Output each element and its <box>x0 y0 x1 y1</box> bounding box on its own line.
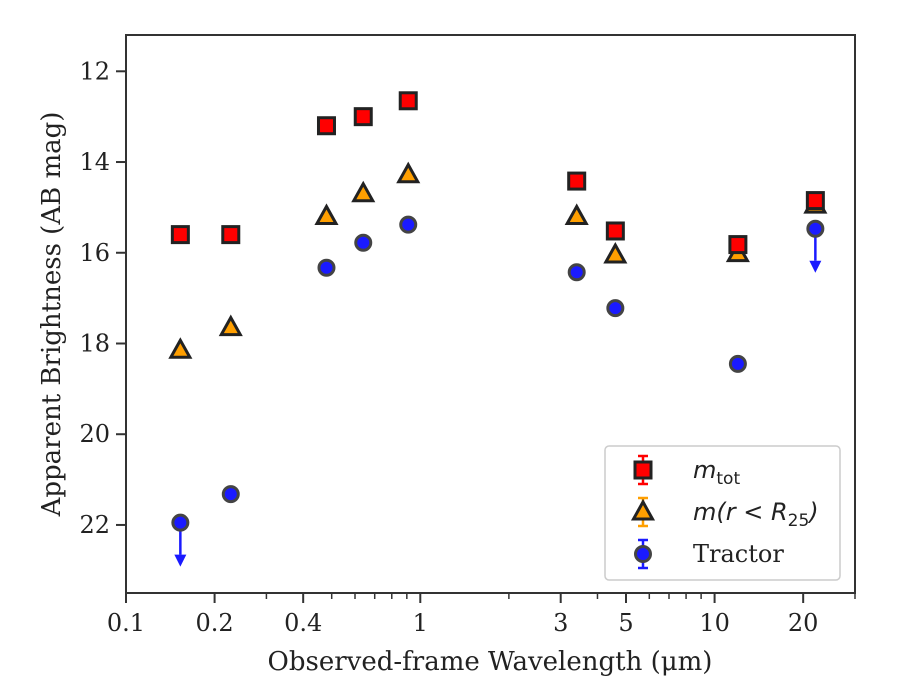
point-mtot <box>353 107 373 127</box>
point-tractor <box>806 219 825 238</box>
x-tick-label: 20 <box>788 609 819 637</box>
point-mr25 <box>603 241 628 264</box>
x-tick-label: 0.2 <box>196 609 234 637</box>
y-tick-label: 16 <box>79 239 110 267</box>
point-tractor <box>567 263 586 282</box>
point-mtot <box>567 171 587 191</box>
point-mtot <box>170 225 190 245</box>
point-tractor <box>606 299 625 318</box>
x-tick-label: 0.1 <box>107 609 145 637</box>
point-mtot <box>805 191 825 211</box>
x-tick-label: 3 <box>553 609 568 637</box>
point-tractor <box>221 485 240 504</box>
y-tick-label: 22 <box>79 511 110 539</box>
point-mr25 <box>218 314 243 337</box>
point-mtot <box>398 91 418 111</box>
x-tick-label: 1 <box>413 609 428 637</box>
y-tick-label: 20 <box>79 420 110 448</box>
legend-box <box>604 445 841 581</box>
upper-limit-arrow-head <box>174 554 187 567</box>
point-mtot <box>316 116 336 136</box>
y-tick-label: 12 <box>79 57 110 85</box>
legend-marker-mr25 <box>630 498 656 521</box>
point-mr25 <box>168 337 193 359</box>
data-marks <box>168 91 828 567</box>
legend-label-mtot: mtot <box>693 456 740 489</box>
point-tractor <box>728 354 747 373</box>
upper-limit-arrow-head <box>809 260 822 273</box>
point-tractor <box>317 258 336 277</box>
point-mr25 <box>314 203 339 225</box>
x-tick-label: 5 <box>618 609 633 637</box>
point-mtot <box>728 235 748 255</box>
point-mr25 <box>351 180 376 203</box>
legend-marker-mtot <box>633 460 653 480</box>
axis-ticks: 0.1 0.2 0.4 1 3 5 10 20 12 14 16 18 20 22 <box>79 57 856 637</box>
point-tractor <box>171 513 190 532</box>
x-tick-label: 10 <box>699 609 730 637</box>
point-tractor <box>399 215 418 234</box>
point-mr25 <box>564 203 589 225</box>
y-axis-title: Apparent Brightness (AB mag) <box>37 112 67 518</box>
x-tick-label: 0.4 <box>284 609 322 637</box>
legend-label-mr25: m(r < R25) <box>693 498 819 531</box>
legend-marker-tractor <box>634 545 652 563</box>
legend: mtot m(r < R25) Tractor <box>604 445 841 581</box>
point-mtot <box>221 225 241 245</box>
y-tick-label: 14 <box>79 148 110 176</box>
plot-frame <box>125 34 856 594</box>
y-tick-label: 18 <box>79 329 110 357</box>
point-mtot <box>605 221 625 241</box>
point-tractor <box>354 233 373 252</box>
x-axis-title: Observed-frame Wavelength (μm) <box>268 647 713 677</box>
legend-label-tractor: Tractor <box>693 540 784 568</box>
point-mr25 <box>396 161 421 184</box>
